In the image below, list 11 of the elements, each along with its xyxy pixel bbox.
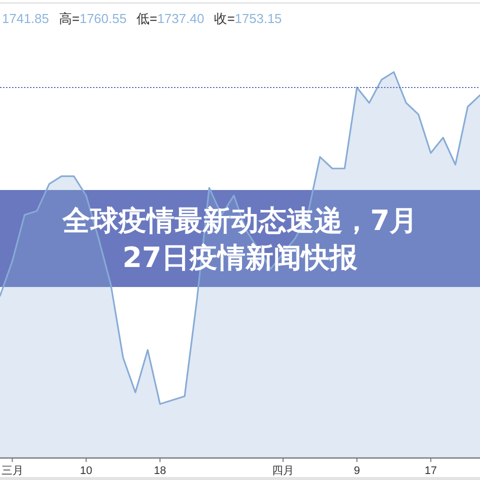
- text: 收=1753.15: [214, 11, 282, 26]
- x-tick-label: 18: [154, 465, 166, 477]
- text: 全球疫情最新动态速递，7月27日疫情新闻快报: [61, 202, 419, 276]
- text: 高=1760.55: [59, 11, 127, 26]
- x-tick-label: 10: [80, 465, 92, 477]
- x-tick-label: 9: [354, 465, 360, 477]
- x-tick-label: 四月: [272, 465, 294, 477]
- text: 1741.85: [2, 11, 49, 26]
- x-tick-label: 三月: [1, 465, 24, 477]
- x-tick-label: 17: [424, 465, 437, 477]
- text: 低=1737.40: [136, 11, 204, 26]
